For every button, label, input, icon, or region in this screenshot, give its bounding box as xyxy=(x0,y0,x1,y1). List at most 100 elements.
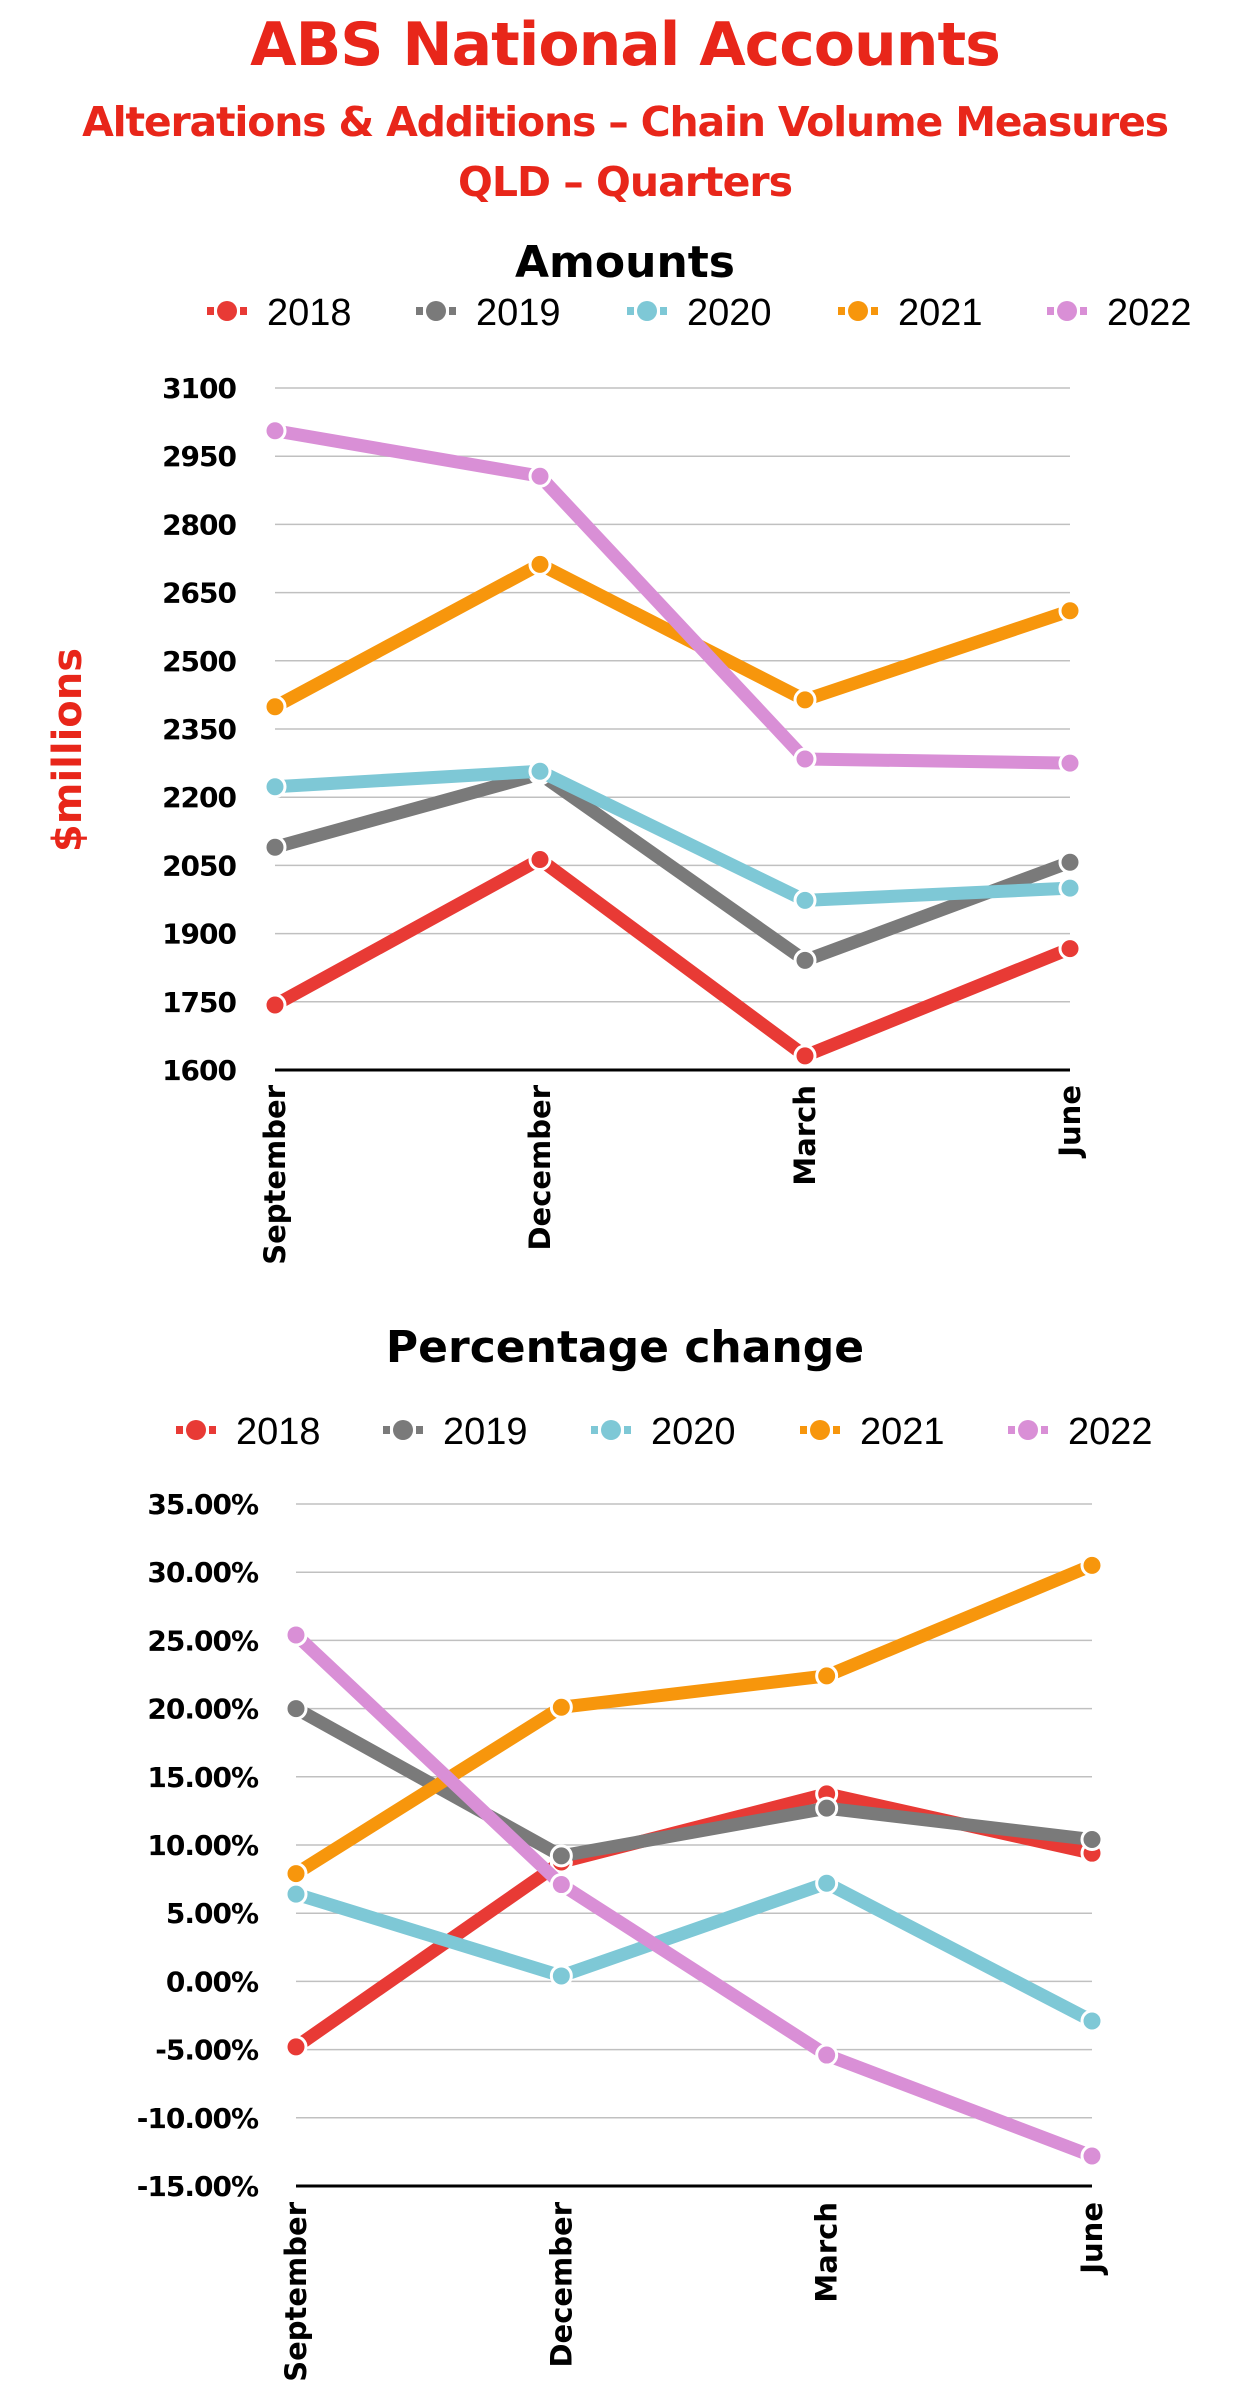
data-point-2018-december xyxy=(528,847,552,871)
data-point-2022-june xyxy=(1080,2144,1104,2168)
y-tick-label: 5.00% xyxy=(166,1897,259,1930)
legend-label: 2019 xyxy=(443,1411,528,1453)
y-tick-label: 0.00% xyxy=(166,1965,259,1998)
y-tick-label: 15.00% xyxy=(147,1761,259,1794)
legend-label: 2019 xyxy=(476,292,561,334)
y-axis-label: $millions xyxy=(45,648,91,852)
legend-line-right xyxy=(1080,307,1087,315)
x-tick-label: December xyxy=(523,1084,557,1250)
data-point-2022-december xyxy=(549,1873,573,1897)
legend-line-left xyxy=(1008,1426,1015,1434)
data-point-2022-june xyxy=(1058,751,1082,775)
legend-item-2019: 2019 xyxy=(416,292,561,334)
legend-item-2022: 2022 xyxy=(1047,292,1192,334)
legend-label: 2018 xyxy=(267,292,352,334)
chart-title: Percentage change xyxy=(386,1322,864,1373)
legend-line-right xyxy=(449,307,456,315)
legend-label: 2020 xyxy=(687,292,772,334)
legend-line-left xyxy=(800,1426,807,1434)
y-tick-label: 30.00% xyxy=(147,1556,259,1589)
legend-marker-icon xyxy=(848,301,868,321)
y-tick-label: 2200 xyxy=(162,781,236,814)
data-point-2018-september xyxy=(284,2035,308,2059)
y-tick-label: 2350 xyxy=(162,713,236,746)
legend-line-left xyxy=(176,1426,183,1434)
series-line-2019 xyxy=(292,1702,1093,1863)
legend-line-right xyxy=(871,307,878,315)
legend-marker-icon xyxy=(217,301,237,321)
data-point-2019-march xyxy=(793,948,817,972)
chart-title: Amounts xyxy=(515,237,735,288)
series-2021 xyxy=(263,552,1082,719)
legend-item-2022: 2022 xyxy=(1008,1411,1153,1453)
data-point-2020-june xyxy=(1058,876,1082,900)
chart-1: Amounts 2018 2019 2020 2021 2022 1600 1750 1900 2… xyxy=(45,237,1192,1265)
x-tick-label: June xyxy=(1075,2202,1109,2276)
data-point-2019-june xyxy=(1080,1828,1104,1852)
data-point-2020-december xyxy=(549,1964,573,1988)
data-point-2022-december xyxy=(528,464,552,488)
y-tick-label: -5.00% xyxy=(155,2034,259,2067)
series-line-2021 xyxy=(292,1559,1095,1880)
data-point-2021-september xyxy=(284,1862,308,1886)
y-tick-label: 2950 xyxy=(162,440,236,473)
legend-line-left xyxy=(591,1426,598,1434)
y-tick-label: 2800 xyxy=(162,508,236,541)
data-point-2022-september xyxy=(263,419,287,443)
series-line-2019 xyxy=(273,767,1073,967)
legend-line-right xyxy=(1041,1426,1048,1434)
y-tick-label: 1600 xyxy=(162,1054,236,1087)
data-point-2020-march xyxy=(815,1871,839,1895)
series-2022 xyxy=(284,1623,1104,2168)
legend-line-left xyxy=(207,307,214,315)
data-point-2020-september xyxy=(284,1882,308,1906)
legend-label: 2021 xyxy=(860,1411,945,1453)
subtitle-line-1: Alterations & Additions – Chain Volume M… xyxy=(82,98,1169,146)
series-2021 xyxy=(284,1553,1104,1886)
legend-item-2020: 2020 xyxy=(627,292,772,334)
legend-line-right xyxy=(833,1426,840,1434)
legend-marker-icon xyxy=(1057,301,1077,321)
y-tick-label: -15.00% xyxy=(137,2170,259,2203)
legend-label: 2021 xyxy=(898,292,983,334)
series-line-2020 xyxy=(294,1876,1095,2027)
x-tick-label: March xyxy=(788,1085,822,1186)
legend-marker-icon xyxy=(186,1420,206,1440)
data-point-2021-june xyxy=(1058,599,1082,623)
legend-item-2021: 2021 xyxy=(838,292,983,334)
y-tick-label: 2500 xyxy=(162,645,236,678)
data-point-2019-september xyxy=(263,835,287,859)
data-point-2018-september xyxy=(263,993,287,1017)
x-tick-label: September xyxy=(279,2201,313,2381)
legend-marker-icon xyxy=(637,301,657,321)
data-point-2022-march xyxy=(815,2043,839,2067)
y-tick-label: 1750 xyxy=(162,986,236,1019)
data-point-2020-september xyxy=(263,775,287,799)
legend-label: 2018 xyxy=(236,1411,321,1453)
legend-label: 2022 xyxy=(1107,292,1192,334)
series-2019 xyxy=(284,1697,1104,1868)
data-point-2019-june xyxy=(1058,850,1082,874)
series-line-2020 xyxy=(274,764,1071,907)
x-tick-label: September xyxy=(258,1084,292,1264)
legend-line-left xyxy=(1047,307,1054,315)
x-tick-label: June xyxy=(1053,1085,1087,1159)
data-point-2019-march xyxy=(815,1796,839,1820)
main-title: ABS National Accounts xyxy=(250,10,1001,80)
data-point-2021-march xyxy=(793,688,817,712)
data-point-2018-march xyxy=(793,1044,817,1068)
series-line-2018 xyxy=(271,852,1073,1063)
legend-line-left xyxy=(627,307,634,315)
legend-marker-icon xyxy=(810,1420,830,1440)
y-tick-label: 2050 xyxy=(162,849,236,882)
series-2022 xyxy=(263,419,1082,775)
data-point-2020-march xyxy=(793,888,817,912)
legend-marker-icon xyxy=(601,1420,621,1440)
legend-line-right xyxy=(209,1426,216,1434)
x-tick-label: March xyxy=(810,2202,844,2303)
y-tick-label: 3100 xyxy=(162,372,236,405)
series-line-2021 xyxy=(271,557,1073,713)
data-point-2021-june xyxy=(1080,1553,1104,1577)
y-tick-label: -10.00% xyxy=(137,2102,259,2135)
